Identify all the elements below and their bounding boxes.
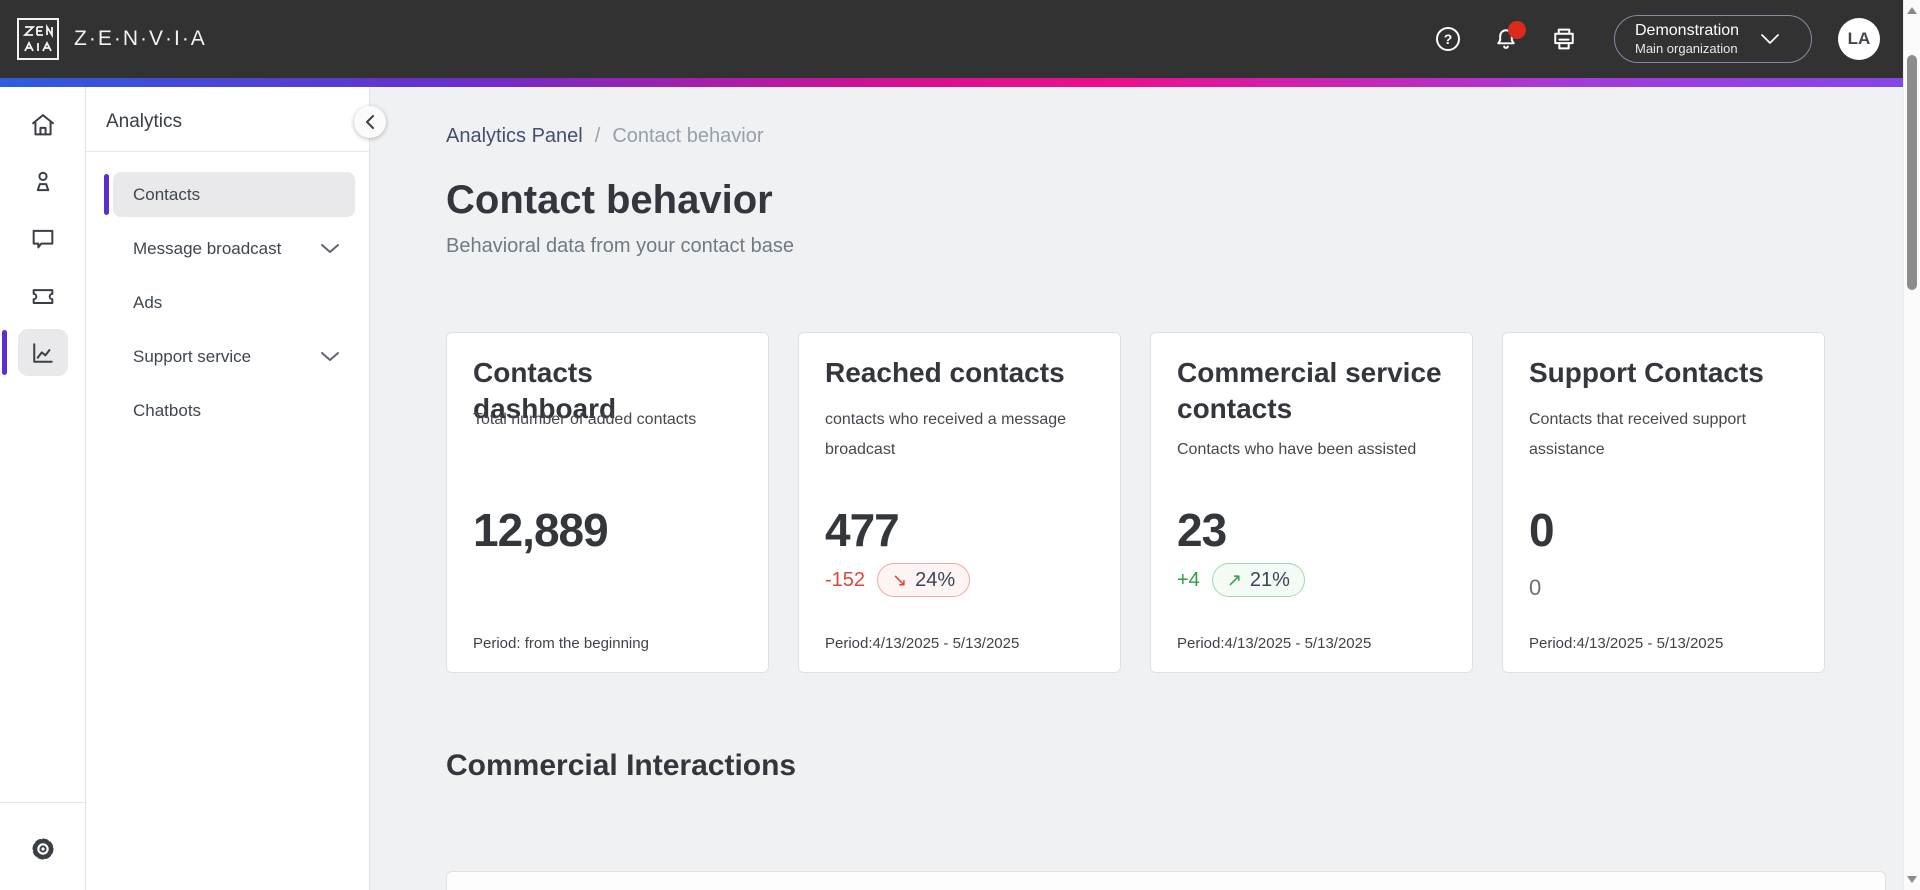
card-value: 23: [1177, 504, 1227, 556]
zenvia-logo-icon: [17, 18, 59, 60]
rail-bottom: [0, 802, 85, 890]
card-secondary-value: 0: [1529, 575, 1542, 600]
sidebar-item-label: Contacts: [133, 184, 201, 204]
stat-card-support-contacts: Support Contacts Contacts that received …: [1502, 332, 1825, 673]
breadcrumb: Analytics Panel / Contact behavior: [446, 125, 1903, 148]
sidebar-item-message-broadcast[interactable]: Message broadcast: [113, 226, 355, 271]
organization-subtitle: Main organization: [1635, 40, 1738, 56]
card-description: contacts who received a message broadcas…: [825, 411, 1067, 458]
sidebar-item-label: Chatbots: [133, 400, 202, 420]
sidebar-item-label: Message broadcast: [133, 238, 282, 258]
organization-switcher[interactable]: Demonstration Main organization: [1614, 15, 1812, 63]
page-subtitle: Behavioral data from your contact base: [446, 235, 794, 257]
rail-item-analytics[interactable]: [1, 329, 68, 376]
person-icon: [36, 171, 49, 191]
page-title: Contact behavior: [446, 178, 773, 222]
rail-item-tickets[interactable]: [18, 272, 68, 319]
chevron-left-icon: [366, 115, 374, 129]
scrollbar-down-arrow[interactable]: [1907, 876, 1917, 883]
card-value: 477: [825, 504, 900, 556]
trend-percent: 24%: [915, 568, 956, 591]
printer-icon: [1554, 28, 1574, 50]
card-delta-row: +4 ↗ 21%: [1177, 563, 1305, 597]
card-title: Commercial service contacts: [1177, 357, 1442, 425]
sidebar-collapse-button[interactable]: [354, 106, 386, 138]
breadcrumb-current: Contact behavior: [612, 125, 764, 147]
card-title: Reached contacts: [825, 357, 1065, 388]
trend-percent: 21%: [1249, 568, 1290, 591]
brand[interactable]: Z·E·N·V·I·A: [16, 17, 207, 61]
stat-card-contacts-dashboard: Contacts dashboard Total number of added…: [446, 332, 769, 673]
sidebar-title: Analytics: [106, 111, 183, 132]
sidebar-item-contacts[interactable]: Contacts: [104, 172, 355, 217]
notification-badge: [1508, 21, 1526, 39]
breadcrumb-analytics-panel[interactable]: Analytics Panel: [446, 125, 583, 147]
chat-bubble-icon: [32, 229, 53, 248]
card-description: Contacts that received support assistanc…: [1529, 411, 1747, 458]
stat-card-reached-contacts: Reached contacts contacts who received a…: [798, 332, 1121, 673]
card-value: 0: [1529, 504, 1555, 556]
scrollbar-thumb[interactable]: [1907, 55, 1917, 290]
card-value: 12,889: [473, 504, 609, 556]
rail-item-settings[interactable]: [18, 825, 68, 872]
active-rail-accent: [1, 330, 7, 375]
card-period: Period:4/13/2025 - 5/13/2025: [1529, 635, 1724, 652]
page-scrollbar[interactable]: [1903, 0, 1920, 890]
ticket-icon: [32, 288, 53, 304]
sidebar-menu: Contacts Message broadcast Ads Support s…: [86, 152, 369, 433]
line-chart-icon: [32, 342, 53, 363]
chevron-down-icon: [321, 352, 339, 361]
sidebar-item-support-service[interactable]: Support service: [113, 334, 355, 379]
selected-item-accent: [104, 174, 109, 215]
commercial-interactions-card-partial: [446, 871, 1886, 890]
card-period: Period:4/13/2025 - 5/13/2025: [1177, 635, 1372, 652]
trend-badge: ↘ 24%: [877, 563, 971, 597]
sidebar-item-label: Support service: [133, 346, 252, 366]
card-title: Contacts dashboard: [473, 357, 617, 425]
stat-card-commercial-service-contacts: Commercial service contacts Contacts who…: [1150, 332, 1473, 673]
card-period: Period:4/13/2025 - 5/13/2025: [825, 635, 1020, 652]
stat-cards-row: Contacts dashboard Total number of added…: [446, 332, 1903, 673]
organization-name: Demonstration: [1635, 21, 1740, 39]
card-delta-row: -152 ↘ 24%: [825, 563, 971, 597]
breadcrumb-separator: /: [594, 125, 601, 147]
rail-item-conversations[interactable]: [18, 215, 68, 262]
trend-badge: ↗ 21%: [1211, 563, 1305, 597]
help-icon: ?: [1436, 27, 1460, 51]
scrollbar-up-arrow[interactable]: [1907, 7, 1917, 14]
user-avatar[interactable]: LA: [1838, 18, 1880, 60]
sidebar-item-ads[interactable]: Ads: [113, 280, 355, 325]
main-content: Analytics Panel / Contact behavior Conta…: [370, 87, 1903, 890]
home-icon: [31, 113, 54, 135]
card-title: Support Contacts: [1529, 357, 1764, 388]
card-description: Total number of added contacts: [473, 411, 697, 428]
chevron-down-icon: [1761, 34, 1779, 44]
analytics-sidebar: Analytics Contacts Message broadcast Ads…: [86, 87, 370, 890]
sidebar-item-label: Ads: [133, 292, 163, 312]
rail-item-home[interactable]: [18, 101, 68, 148]
brand-gradient-bar: [0, 78, 1920, 87]
sidebar-header: Analytics: [86, 87, 369, 152]
brand-name: Z·E·N·V·I·A: [74, 27, 207, 50]
section-heading-commercial-interactions: Commercial Interactions: [446, 749, 797, 782]
rail-item-contacts[interactable]: [18, 158, 68, 205]
help-button[interactable]: ?: [1428, 19, 1468, 59]
card-description: Contacts who have been assisted: [1177, 441, 1417, 458]
delta-value: +4: [1177, 568, 1200, 591]
card-period: Period: from the beginning: [473, 635, 649, 652]
print-button[interactable]: [1544, 19, 1584, 59]
sidebar-item-chatbots[interactable]: Chatbots: [113, 388, 355, 433]
chevron-down-icon: [321, 244, 339, 253]
gear-icon: [31, 837, 54, 860]
trend-up-icon: ↗: [1226, 569, 1242, 590]
delta-value: -152: [825, 568, 866, 591]
trend-down-icon: ↘: [892, 569, 908, 590]
notifications-button[interactable]: [1486, 19, 1526, 59]
top-header: Z·E·N·V·I·A ? Demonstration Main organiz…: [0, 0, 1920, 78]
icon-rail: [0, 87, 86, 890]
